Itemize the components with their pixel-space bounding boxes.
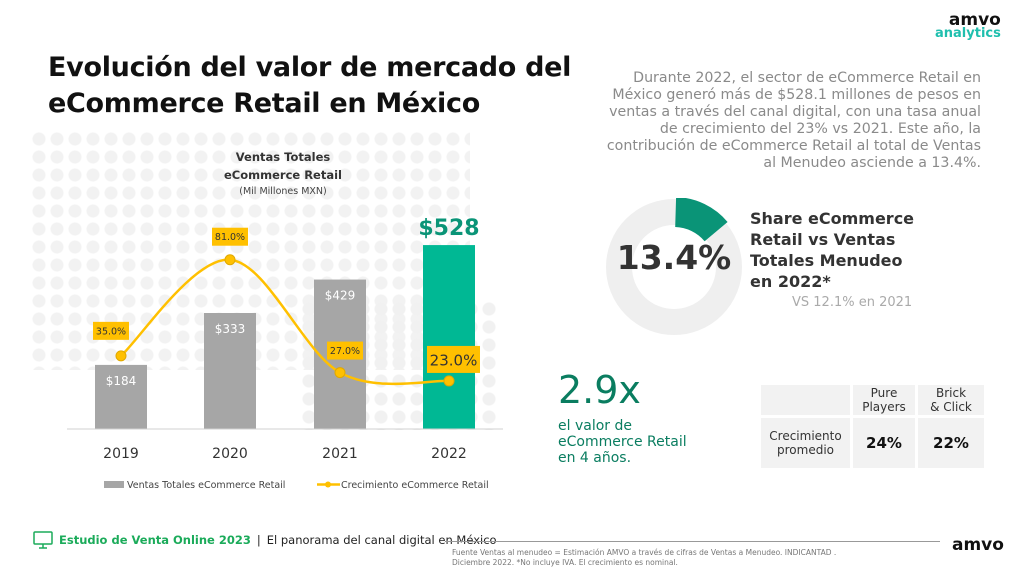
growth-table: Pure Players Brick & Click Crecimiento p…	[758, 382, 987, 471]
growth-label: 23.0%	[430, 351, 478, 369]
chart-title: eCommerce Retail	[224, 168, 342, 182]
growth-point	[334, 367, 346, 379]
growth-line: eCommerce Retail	[558, 434, 687, 450]
legend-bar-label: Ventas Totales eCommerce Retail	[127, 480, 285, 491]
legend-bar-swatch	[104, 481, 124, 488]
growth-line: el valor de	[558, 418, 632, 434]
logo-text: amvo	[948, 10, 1001, 30]
page-title: Evolución del valor de mercado del eComm…	[48, 50, 571, 122]
chart-title: Ventas Totales	[236, 150, 331, 164]
intro-paragraph: Durante 2022, el sector de eCommerce Ret…	[606, 70, 981, 171]
table-header	[761, 385, 850, 415]
amvo-logo: amvo	[952, 535, 1004, 555]
bar-2019	[95, 364, 147, 429]
table-row: Crecimiento promedio 24% 22%	[761, 418, 984, 468]
table-cell: 22%	[918, 418, 984, 468]
chart-subtitle: (Mil Millones MXN)	[239, 186, 326, 197]
growth-label-box	[212, 227, 248, 246]
growth-label: 81.0%	[215, 232, 245, 243]
bar-2022	[423, 245, 475, 429]
legend-line-label: Crecimiento eCommerce Retail	[341, 480, 489, 491]
bar-value-label: $429	[325, 289, 356, 303]
sales-chart: Ventas Totales eCommerce Retail (Mil Mil…	[67, 150, 503, 491]
table-header: Pure Players	[853, 385, 915, 415]
logo-subtext: analytics	[935, 26, 1001, 41]
legend-line-marker	[325, 481, 331, 488]
x-tick-label: 2022	[431, 446, 467, 462]
share-title-line: Totales Menudeo	[750, 251, 903, 270]
share-comparison: VS 12.1% en 2021	[792, 295, 913, 310]
growth-multiplier: 2.9x	[558, 368, 641, 412]
share-title-line: Retail vs Ventas	[750, 230, 896, 249]
title-line: Evolución del valor de mercado del	[48, 52, 572, 83]
table-cell: 24%	[853, 418, 915, 468]
share-donut	[606, 198, 742, 335]
tagline: El panorama del canal digital en México	[266, 533, 497, 547]
bar-2020	[204, 313, 256, 429]
donut-track	[606, 199, 742, 335]
source-note-line: Diciembre 2022. *No incluye IVA. El crec…	[452, 558, 678, 567]
monitor-icon	[33, 531, 53, 549]
growth-label: 27.0%	[330, 346, 360, 357]
title-line: eCommerce Retail en México	[48, 88, 480, 119]
growth-point	[224, 254, 236, 266]
table-header: Brick & Click	[918, 385, 984, 415]
donut-share-arc	[674, 198, 728, 242]
growth-label-box	[93, 321, 129, 340]
table-row-label: Crecimiento promedio	[761, 418, 850, 468]
growth-point	[443, 375, 455, 387]
share-title-line: en 2022*	[750, 272, 831, 291]
amvo-analytics-logo: amvo analytics	[935, 10, 1001, 41]
table-header-row: Pure Players Brick & Click	[761, 385, 984, 415]
bar-value-label: $333	[215, 322, 246, 336]
footer: Estudio de Venta Online 2023 | El panora…	[33, 530, 497, 550]
source-note-line: Fuente Ventas al menudeo = Estimación AM…	[452, 548, 837, 557]
x-tick-label: 2021	[322, 446, 358, 462]
x-tick-label: 2020	[212, 446, 248, 462]
growth-line	[120, 258, 450, 386]
footer-divider	[445, 541, 940, 542]
share-title: Share eCommerce Retail vs Ventas Totales…	[750, 208, 914, 292]
share-value: 13.4%	[616, 238, 732, 277]
bar-value-label: $528	[418, 216, 479, 241]
growth-label-box	[427, 345, 480, 373]
bar-value-label: $184	[106, 374, 137, 388]
x-tick-label: 2019	[103, 446, 139, 462]
growth-label-box	[327, 341, 363, 360]
growth-line: en 4 años.	[558, 450, 632, 466]
growth-description: el valor de eCommerce Retail en 4 años.	[558, 418, 687, 466]
study-name: Estudio de Venta Online 2023	[59, 533, 251, 547]
growth-label: 35.0%	[96, 326, 126, 337]
separator: |	[256, 533, 261, 547]
share-title-line: Share eCommerce	[750, 209, 915, 228]
growth-point	[115, 350, 127, 362]
source-note: Fuente Ventas al menudeo = Estimación AM…	[452, 548, 836, 568]
